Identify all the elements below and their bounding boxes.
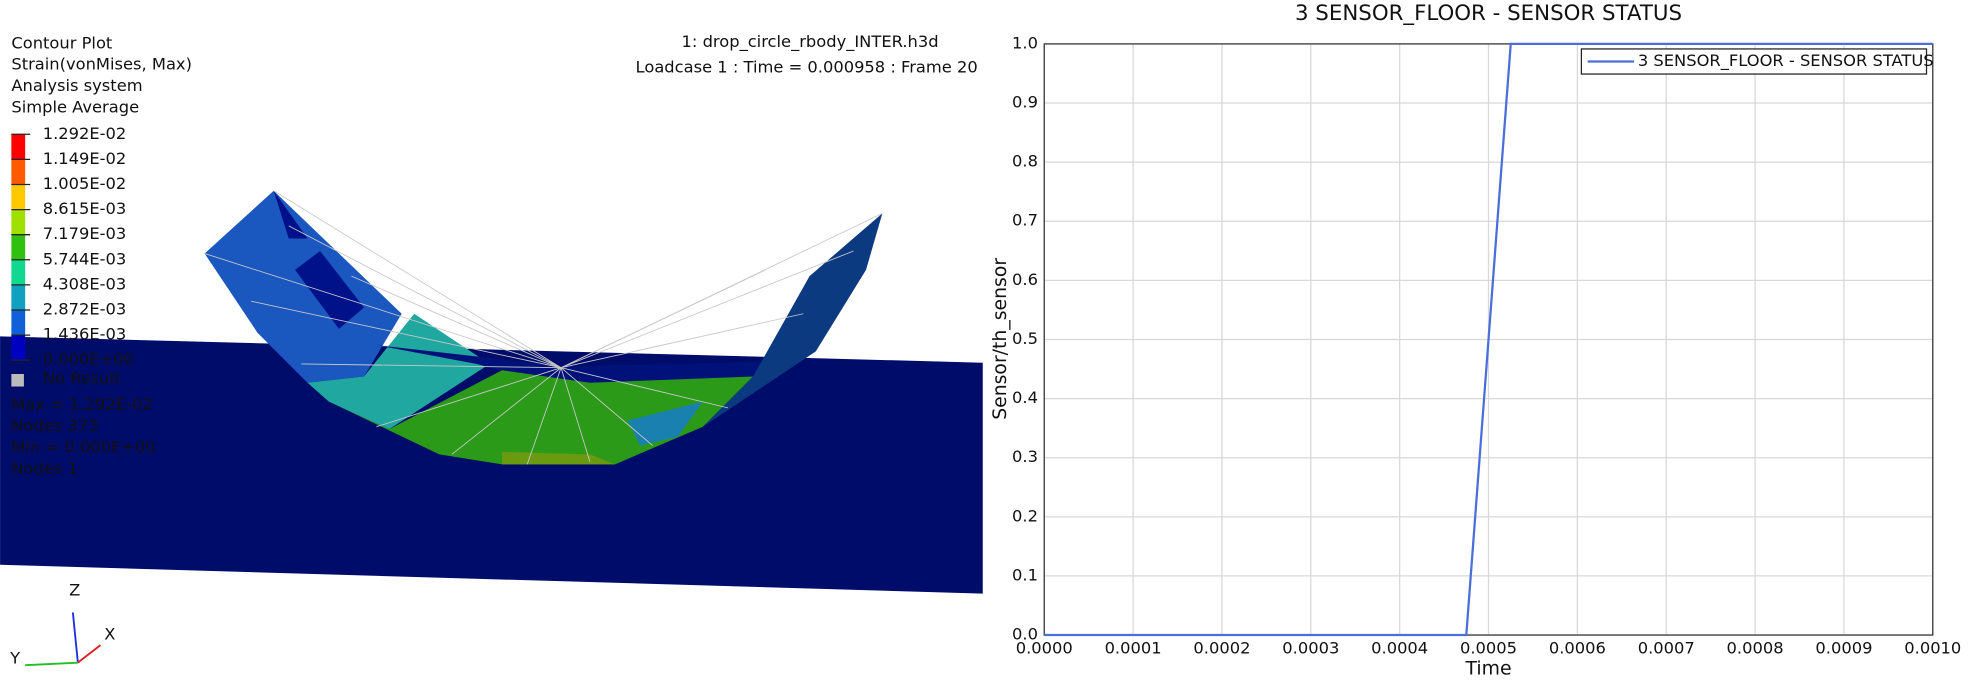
y-tick-label: 0.2 <box>1012 506 1038 525</box>
x-tick-label: 0.0008 <box>1727 638 1784 657</box>
shell-part <box>702 213 883 427</box>
chart: 3 SENSOR_FLOOR - SENSOR STATUS Time Sens… <box>990 1 1682 680</box>
legend-band <box>11 309 26 336</box>
chart-title: 3 SENSOR_FLOOR - SENSOR STATUS <box>1295 1 1682 26</box>
viewport: 1: drop_circle_rbody_INTER.h3d Loadcase … <box>0 32 983 667</box>
y-tick-label: 0.5 <box>1012 329 1038 348</box>
axis-y: Y <box>9 648 20 667</box>
x-tick-label: 0.0003 <box>1282 638 1339 657</box>
y-tick-label: 1.0 <box>1012 33 1038 52</box>
x-tick-label: 0.0007 <box>1638 638 1695 657</box>
file-name: 1: drop_circle_rbody_INTER.h3d <box>682 32 939 52</box>
legend-label: 0.000E+00 <box>43 350 134 369</box>
x-tick-label: 0.0004 <box>1371 638 1428 657</box>
x-tick-label: 0.0009 <box>1815 638 1872 657</box>
info-line: Strain(vonMises, Max) <box>11 55 192 74</box>
legend-band <box>11 184 26 210</box>
legend-label: 8.615E-03 <box>43 199 127 218</box>
legend-label: 2.872E-03 <box>43 299 127 318</box>
shell-part <box>627 401 703 446</box>
triad: Z X Y <box>9 581 115 668</box>
x-tick-label: 0.0002 <box>1193 638 1250 657</box>
x-axis-label: Time <box>1464 658 1511 679</box>
y-tick-label: 0.4 <box>1012 388 1038 407</box>
legend-label: 1.149E-02 <box>43 149 127 168</box>
info-line: Analysis system <box>11 76 142 95</box>
rigid-body-spider <box>204 190 883 465</box>
legend-band <box>11 209 26 235</box>
legend-band <box>11 234 26 260</box>
y-axis-label: Sensor/th_sensor <box>990 258 1011 420</box>
stat-line: Min = 0.000E+00 <box>11 438 155 457</box>
series-line <box>1044 42 1933 637</box>
info-line: Simple Average <box>11 97 139 116</box>
loadcase: Loadcase 1 : Time = 0.000958 : Frame 20 <box>636 57 978 76</box>
legend-label: 3 SENSOR_FLOOR - SENSOR STATUS <box>1638 51 1934 71</box>
stat-line: Max = 1.292E-02 <box>11 395 152 414</box>
axis-x: X <box>104 625 115 644</box>
shell-part <box>294 251 365 329</box>
legend-label: 4.308E-03 <box>43 274 127 293</box>
x-tick-label: 0.0010 <box>1904 638 1961 657</box>
legend-band <box>11 335 26 361</box>
legend-label: 7.179E-03 <box>43 224 127 243</box>
plot-frame <box>1043 43 1934 636</box>
no-result: No Result <box>43 369 121 388</box>
info-line: Contour Plot <box>11 33 112 52</box>
x-tick-label: 0.0001 <box>1105 638 1162 657</box>
stat-line: Nodes 1 <box>11 459 78 478</box>
y-tick-label: 0.7 <box>1012 211 1038 230</box>
x-tick-label: 0.0006 <box>1549 638 1606 657</box>
x-tick-label: 0.0005 <box>1460 638 1517 657</box>
stat-line: Nodes 373 <box>11 416 98 435</box>
legend-label: 1.292E-02 <box>43 124 127 143</box>
legend-band <box>11 134 26 160</box>
y-tick-label: 0.3 <box>1012 447 1038 466</box>
x-tick-label: 0.0000 <box>1016 638 1073 657</box>
no-result-swatch <box>11 373 24 387</box>
y-tick-label: 0.1 <box>1012 565 1038 584</box>
axis-z: Z <box>69 581 80 600</box>
y-tick-label: 0.9 <box>1012 93 1038 112</box>
legend-band <box>11 159 26 185</box>
legend-label: 1.436E-03 <box>43 325 127 344</box>
shell-part <box>204 190 402 383</box>
y-tick-label: 0.6 <box>1012 270 1038 289</box>
legend-label: 5.744E-03 <box>43 249 127 268</box>
legend-band <box>11 284 26 310</box>
legend-band <box>11 259 26 285</box>
legend-label: 1.005E-02 <box>43 174 127 193</box>
y-tick-label: 0.8 <box>1012 152 1038 171</box>
floor <box>0 336 983 594</box>
legend-box <box>1580 48 1928 75</box>
y-tick-label: 0.0 <box>1012 625 1038 644</box>
